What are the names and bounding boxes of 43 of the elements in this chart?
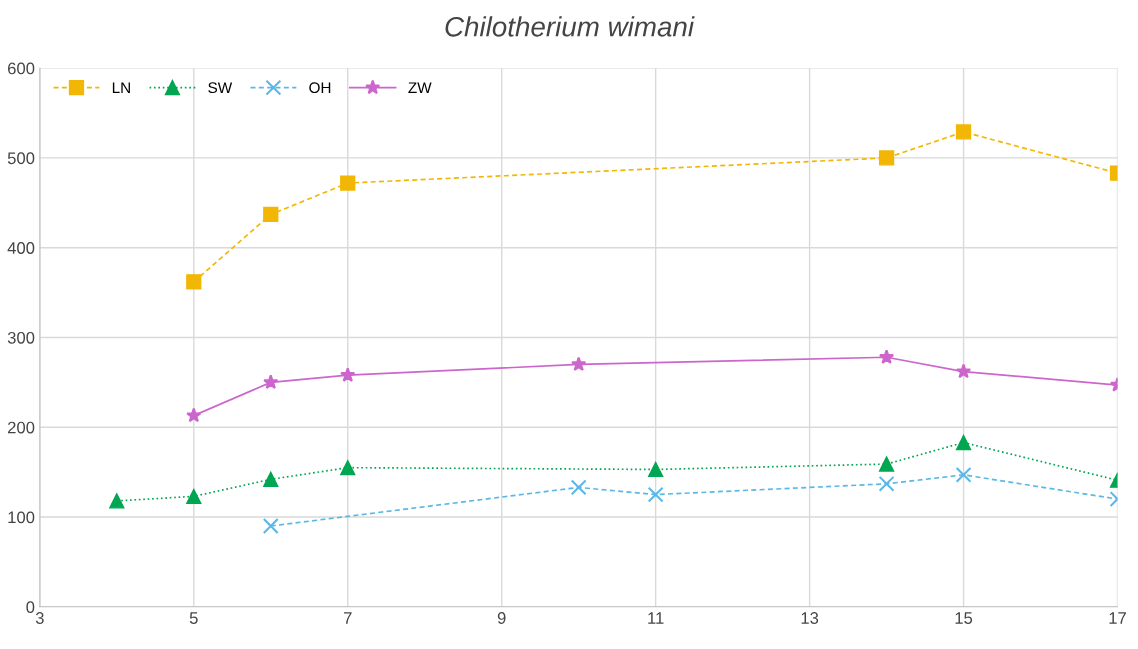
y-tick-label: 500 — [7, 152, 35, 165]
point — [263, 206, 279, 223]
legend-label: LN — [112, 82, 130, 93]
x-tick-label: 13 — [801, 612, 819, 624]
point — [955, 363, 972, 379]
legend-label: ZW — [408, 82, 432, 93]
x-tick-label: 15 — [955, 612, 973, 624]
point — [186, 407, 202, 423]
point — [955, 466, 972, 483]
point — [262, 518, 279, 534]
point — [648, 461, 664, 478]
point — [109, 493, 125, 509]
legend-label: SW — [208, 82, 233, 94]
x-tick-label: 3 — [35, 612, 44, 624]
point — [878, 150, 895, 166]
point — [186, 488, 202, 505]
point — [186, 274, 202, 290]
point — [955, 124, 972, 140]
x-tick-label: 17 — [1109, 612, 1126, 624]
y-tick-label: 0 — [26, 601, 35, 614]
y-tick-label: 600 — [8, 62, 35, 75]
point — [340, 460, 356, 476]
y-tick-label: 100 — [8, 511, 35, 524]
point — [571, 356, 587, 372]
x-tick-label: 7 — [343, 612, 352, 624]
point — [878, 456, 895, 472]
chart-title: Chilotherium wimani — [445, 16, 695, 37]
y-tick-label: 300 — [7, 331, 35, 344]
point — [340, 175, 356, 191]
y-tick-label: 400 — [7, 242, 35, 254]
point — [878, 349, 895, 364]
point — [570, 479, 587, 496]
point — [263, 374, 279, 390]
point — [878, 475, 895, 492]
point — [263, 471, 279, 487]
x-tick-label: 9 — [497, 612, 506, 624]
x-tick-label: 5 — [189, 612, 198, 624]
x-tick-label: 11 — [648, 612, 664, 624]
y-tick-label: 200 — [8, 421, 35, 434]
point — [647, 486, 664, 503]
legend-label: OH — [309, 82, 331, 94]
point — [955, 434, 972, 451]
point — [340, 367, 356, 382]
